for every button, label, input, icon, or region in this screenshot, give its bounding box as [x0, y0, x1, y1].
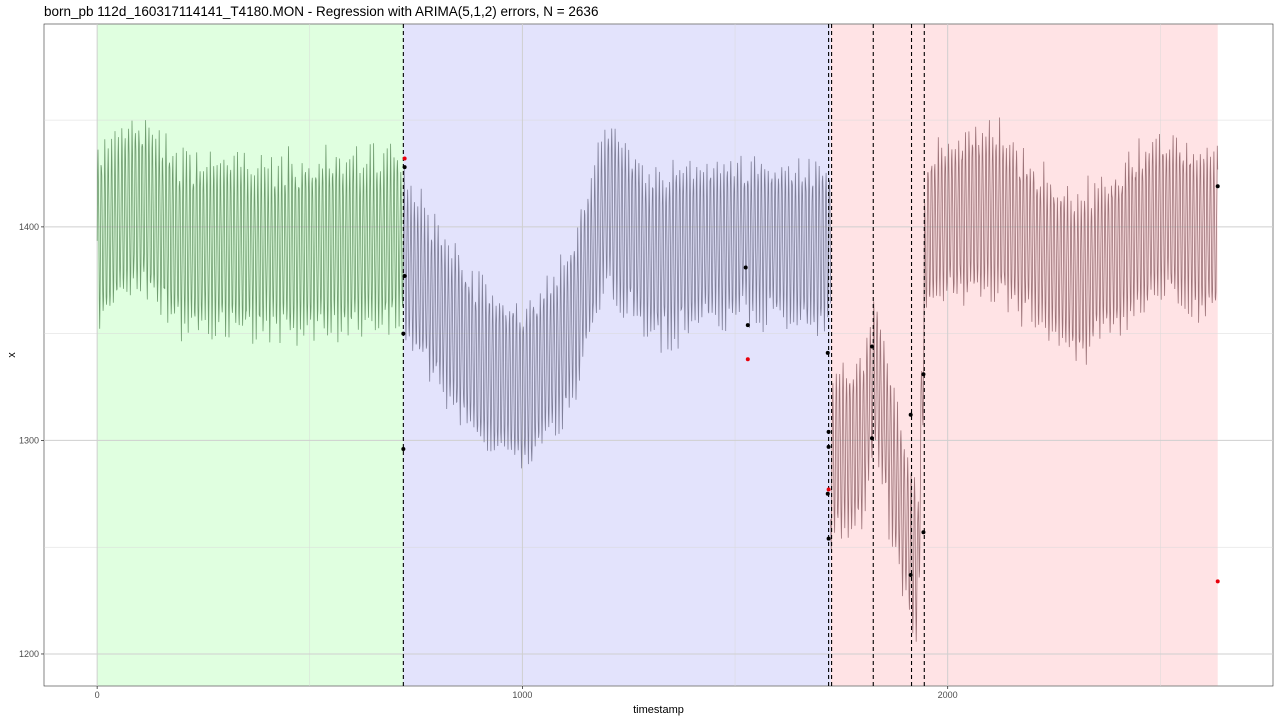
x-tick-label: 2000 [938, 690, 958, 700]
segment-bands [97, 24, 1218, 686]
marked-point [908, 412, 913, 417]
axis-ticks: 0 1000 2000 1200 1300 1400 [19, 222, 958, 700]
marked-point [921, 530, 926, 535]
x-tick-label: 0 [95, 690, 100, 700]
x-tick-label: 1000 [512, 690, 532, 700]
y-axis-title: x [6, 352, 18, 358]
marked-point [921, 372, 926, 377]
segment-band-3 [830, 24, 1218, 686]
series-line-segment-3 [830, 117, 1219, 642]
segment-band-2 [403, 24, 831, 686]
marked-point [908, 572, 913, 577]
outlier-point [826, 487, 831, 492]
marked-point [825, 491, 830, 496]
marked-point [825, 350, 830, 355]
marked-point [401, 331, 406, 336]
marked-point [401, 446, 406, 451]
marked-points [401, 156, 1220, 584]
segment-band-1 [97, 24, 404, 686]
series-lines [96, 117, 1219, 642]
outlier-point [402, 156, 407, 161]
chart-title: born_pb 112d_160317114141_T4180.MON - Re… [44, 4, 599, 19]
marked-point [402, 273, 407, 278]
marked-point [743, 265, 748, 270]
x-axis-title: timestamp [633, 704, 684, 716]
marked-point [745, 323, 750, 328]
y-tick-label: 1200 [19, 649, 39, 659]
marked-point [826, 536, 831, 541]
outlier-point [745, 357, 750, 362]
marked-point [869, 344, 874, 349]
marked-point [1215, 184, 1220, 189]
marked-point [402, 165, 407, 170]
series-line-segment-1 [96, 120, 404, 346]
y-tick-label: 1300 [19, 435, 39, 445]
marked-point [869, 436, 874, 441]
changepoint-lines [402, 24, 925, 686]
marked-point [826, 444, 831, 449]
series-line-segment-2 [402, 128, 832, 469]
marked-point [826, 429, 831, 434]
y-tick-label: 1400 [19, 222, 39, 232]
outlier-point [1215, 579, 1220, 584]
